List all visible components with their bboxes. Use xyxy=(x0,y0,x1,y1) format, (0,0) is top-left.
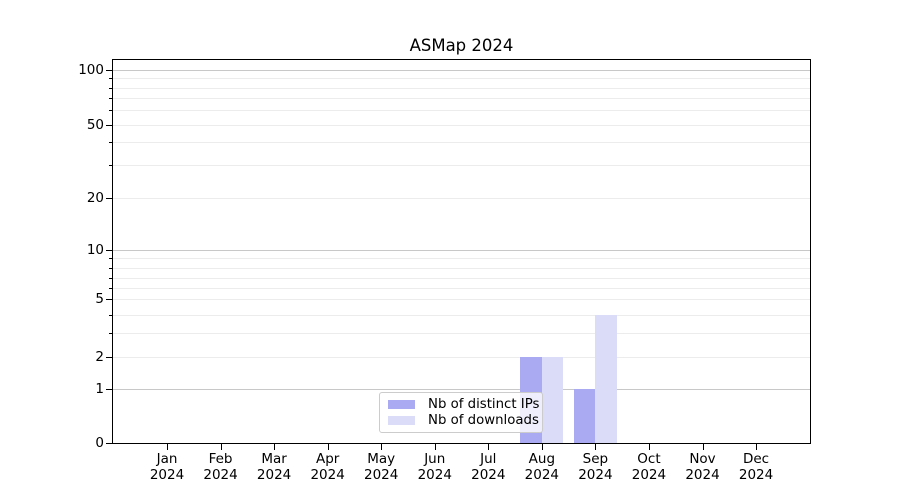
x-tick-oct xyxy=(648,444,650,450)
x-tick-aug xyxy=(541,444,543,450)
y-gridline-minor-30 xyxy=(113,164,810,166)
legend-swatch-distinct-ips xyxy=(388,399,415,409)
y-minor-tick-80 xyxy=(109,87,112,89)
y-minor-tick-7 xyxy=(109,278,112,279)
y-gridline-minor-3 xyxy=(113,333,810,334)
x-tick-jan xyxy=(167,444,168,450)
x-axis-tick-label-jun: Jun 2024 xyxy=(417,451,452,484)
x-tick-feb xyxy=(220,444,222,450)
y-minor-tick-9 xyxy=(109,258,112,259)
x-tick-jul xyxy=(488,444,490,450)
y-axis-tick-label-1: 1 xyxy=(95,381,104,397)
chart-title: ASMap 2024 xyxy=(409,36,514,55)
y-gridline-minor-9 xyxy=(113,258,810,259)
x-tick-nov xyxy=(702,444,704,450)
y-minor-tick-60 xyxy=(109,110,112,112)
x-tick-sep xyxy=(595,444,597,450)
y-minor-tick-70 xyxy=(109,98,112,100)
y-gridline-minor-2 xyxy=(113,357,810,358)
x-axis-tick-label-oct: Oct 2024 xyxy=(631,451,667,484)
x-axis-tick-label-mar: Mar 2024 xyxy=(256,451,292,484)
y-tick-1 xyxy=(106,389,112,390)
legend-item-downloads: Nb of downloads xyxy=(388,413,539,428)
y-gridline-minor-40 xyxy=(113,141,810,143)
y-axis-tick-label-50: 50 xyxy=(86,116,104,133)
legend: Nb of distinct IPs Nb of downloads xyxy=(379,392,543,433)
x-tick-dec xyxy=(756,444,758,450)
legend-label-downloads: Nb of downloads xyxy=(428,413,539,429)
y-gridline-minor-7 xyxy=(113,278,810,279)
y-gridline-minor-6 xyxy=(113,288,810,289)
y-tick-20 xyxy=(106,197,112,199)
y-gridline-major-100 xyxy=(113,69,810,71)
y-gridline-major-10 xyxy=(113,250,810,251)
y-gridline-minor-20 xyxy=(113,197,810,199)
bar-nb-of-downloads-sep xyxy=(595,315,617,443)
y-tick-2 xyxy=(106,357,112,358)
plot-area xyxy=(112,59,811,444)
x-axis-tick-label-jul: Jul 2024 xyxy=(471,451,506,484)
legend-label-distinct-ips: Nb of distinct IPs xyxy=(428,396,540,412)
y-gridline-minor-5 xyxy=(113,298,810,300)
y-axis-tick-label-0: 0 xyxy=(95,434,104,451)
x-axis-tick-label-feb: Feb 2024 xyxy=(203,451,238,484)
y-minor-tick-3 xyxy=(109,333,112,334)
x-axis-tick-label-apr: Apr 2024 xyxy=(310,451,345,484)
y-tick-5 xyxy=(106,298,112,300)
y-gridline-minor-90 xyxy=(113,78,810,80)
y-gridline-minor-70 xyxy=(113,98,810,100)
y-tick-100 xyxy=(106,69,112,71)
y-minor-tick-30 xyxy=(109,164,112,166)
x-tick-may xyxy=(381,444,383,450)
y-minor-tick-6 xyxy=(109,288,112,289)
x-axis-tick-label-jan: Jan 2024 xyxy=(149,451,185,484)
y-axis-tick-label-10: 10 xyxy=(86,242,104,258)
y-gridline-minor-4 xyxy=(113,315,810,316)
bar-nb-of-downloads-aug xyxy=(541,357,564,443)
y-gridline-minor-50 xyxy=(113,124,810,126)
y-gridline-minor-60 xyxy=(113,110,810,112)
bar-nb-of-distinct-ips-sep xyxy=(574,389,596,443)
y-axis-tick-label-100: 100 xyxy=(78,61,104,78)
y-axis-tick-label-5: 5 xyxy=(95,290,104,307)
x-tick-jun xyxy=(434,444,436,450)
x-axis-tick-label-aug: Aug 2024 xyxy=(524,451,560,484)
y-tick-50 xyxy=(106,124,112,126)
y-axis-tick-label-20: 20 xyxy=(86,189,104,206)
y-tick-0 xyxy=(106,442,112,444)
legend-swatch-downloads xyxy=(388,416,415,426)
x-tick-apr xyxy=(327,444,329,450)
y-gridline-minor-80 xyxy=(113,87,810,89)
x-axis-tick-label-nov: Nov 2024 xyxy=(685,451,720,484)
y-axis-tick-label-2: 2 xyxy=(95,349,104,365)
y-minor-tick-90 xyxy=(109,78,112,80)
y-minor-tick-8 xyxy=(109,268,112,269)
y-gridline-minor-8 xyxy=(113,268,810,269)
y-tick-10 xyxy=(106,250,112,251)
x-axis-tick-label-dec: Dec 2024 xyxy=(738,451,774,484)
x-tick-mar xyxy=(274,444,276,450)
y-minor-tick-4 xyxy=(109,315,112,316)
y-minor-tick-40 xyxy=(109,141,112,143)
x-axis-tick-label-sep: Sep 2024 xyxy=(578,451,613,484)
legend-item-distinct-ips: Nb of distinct IPs xyxy=(388,397,539,412)
y-gridline-major-1 xyxy=(113,389,810,390)
x-axis-tick-label-may: May 2024 xyxy=(364,451,399,484)
